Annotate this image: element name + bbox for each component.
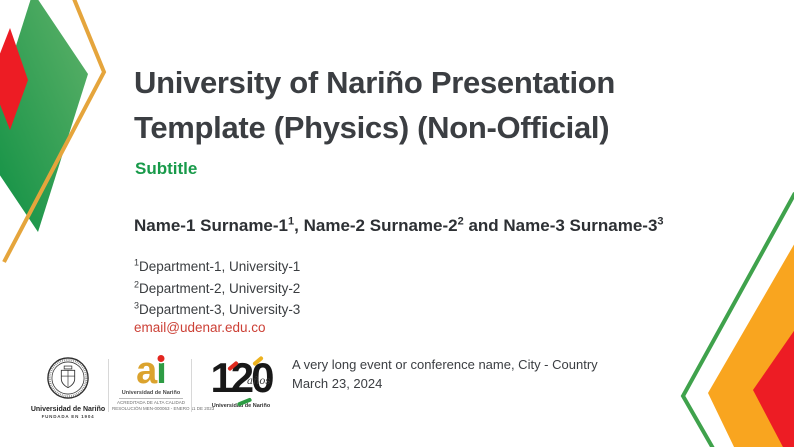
anniversary-number: 120	[210, 354, 274, 401]
affiliation-1-text: Department-1, University-1	[139, 259, 301, 274]
title-line-2: Template (Physics) (Non-Official)	[134, 110, 610, 145]
title-line-1: University of Nariño Presentation	[134, 65, 616, 100]
authors-line: Name-1 Surname-11, Name-2 Surname-22 and…	[134, 216, 664, 236]
affiliation-row: 2Department-2, University-2	[134, 278, 300, 300]
affiliation-3-text: Department-3, University-3	[139, 302, 301, 317]
seal-caption: Universidad de Nariño	[30, 406, 106, 413]
green-diamond-shape	[0, 0, 88, 232]
anniversary-caption: Universidad de Nariño	[211, 403, 271, 409]
corner-decoration-bottom-right	[680, 192, 794, 447]
seal-subcaption: FUNDADA EN 1904	[41, 414, 95, 419]
affiliation-2-text: Department-2, University-2	[139, 280, 301, 296]
footer-divider	[191, 359, 192, 412]
green-chevron-icon	[680, 192, 794, 447]
gold-chevron-icon	[2, 0, 107, 263]
ai-caption: Universidad de Nariño	[121, 390, 181, 396]
corner-decoration-top-left	[0, 0, 107, 263]
anniversary-120-logo: 120 años Universidad de Nariño	[197, 354, 285, 410]
ai-accreditation-line-2: RESOLUCIÓN MEN-000063 - ENERO 11 DE 2023	[112, 406, 215, 411]
affiliations-list: 1Department-1, University-1 2Department-…	[134, 256, 300, 321]
anniversary-word: años	[247, 376, 271, 387]
ai-divider-rule	[119, 398, 183, 399]
email-link[interactable]: email@udenar.edu.co	[134, 320, 266, 335]
author-3-sup: 3	[657, 215, 664, 228]
affiliation-row: 3Department-3, University-3	[134, 299, 300, 321]
author-2: Name-2 Surname-2	[303, 216, 458, 235]
author-1-sup: 1	[288, 215, 295, 228]
author-1: Name-1 Surname-1	[134, 216, 289, 235]
ai-letter-i: i	[156, 350, 167, 392]
author-2-sup: 2	[457, 215, 464, 228]
footer-divider	[108, 359, 109, 412]
red-diamond-shape-2	[753, 330, 794, 447]
event-name: A very long event or conference name, Ci…	[292, 357, 598, 372]
affiliation-2-sup: 2	[134, 279, 140, 289]
ai-letter-a: a	[136, 350, 157, 392]
affiliation-1-sup: 1	[134, 257, 140, 268]
red-diamond-shape	[0, 28, 28, 130]
affiliation-row: 1Department-1, University-1	[134, 256, 300, 278]
affiliation-3-sup: 3	[134, 300, 140, 311]
ai-red-dot-icon	[157, 355, 165, 362]
subtitle: Subtitle	[135, 159, 198, 178]
page-title: University of Nariño Presentation Templa…	[134, 60, 734, 150]
author-3: Name-3 Surname-3	[503, 216, 658, 235]
accreditation-ai-logo: ai Universidad de Nariño ACREDITADA DE A…	[112, 350, 215, 412]
university-seal-logo: Universidad de Nariño FUNDADA EN 1904	[28, 356, 108, 419]
event-info: A very long event or conference name, Ci…	[292, 356, 598, 393]
ai-accreditation-line-1: ACREDITADA DE ALTA CALIDAD	[116, 400, 186, 405]
event-date: March 23, 2024	[292, 375, 383, 391]
ai-logo-icon: ai	[112, 350, 190, 392]
university-seal-icon	[47, 357, 89, 399]
author-separator-1: ,	[294, 216, 304, 235]
author-separator-2: and	[463, 216, 504, 235]
